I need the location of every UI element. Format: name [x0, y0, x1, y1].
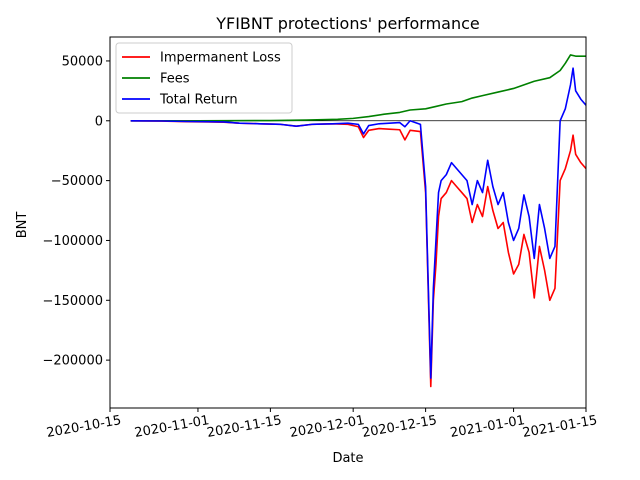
y-tick-label: −200000	[42, 354, 103, 369]
y-tick-label: 0	[95, 114, 103, 129]
y-tick-label: 50000	[62, 54, 103, 69]
plot-frame	[109, 36, 587, 409]
y-tick-label: −50000	[51, 174, 103, 189]
y-tick-label: −100000	[42, 234, 103, 249]
y-axis-label: BNT	[15, 212, 30, 239]
series-line-fees	[130, 54, 586, 122]
y-tick-label: −150000	[42, 294, 103, 309]
series-line-total-return	[130, 67, 586, 379]
legend-label: Total Return	[159, 93, 238, 108]
legend-label: Impermanent Loss	[160, 51, 281, 66]
plot-area	[109, 36, 587, 409]
x-axis-label: Date	[332, 451, 363, 466]
series-layer	[130, 54, 586, 388]
legend-box	[115, 42, 293, 114]
legend: Impermanent Loss Fees Total Return	[115, 42, 293, 114]
chart-title: YFIBNT protections' performance	[215, 14, 480, 33]
legend-label: Fees	[160, 72, 190, 87]
y-axis: 50000 0 −50000 −100000 −150000 −200000	[42, 54, 110, 369]
